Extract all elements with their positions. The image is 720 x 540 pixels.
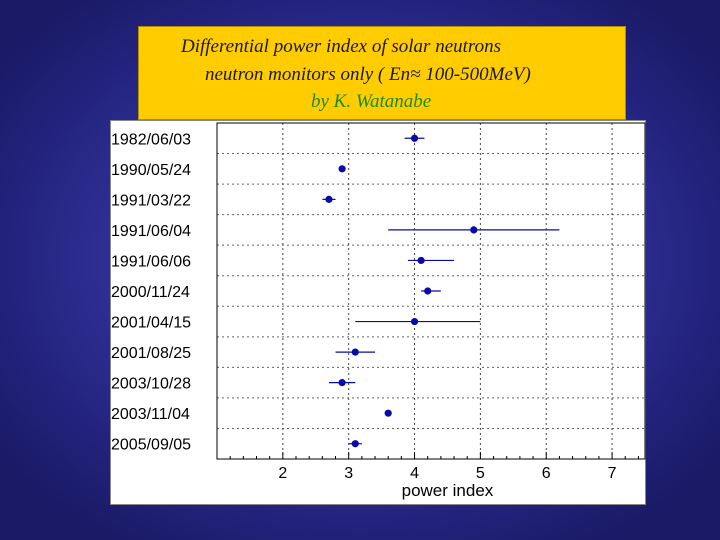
category-label-2000/11/24: 2000/11/24 bbox=[111, 284, 190, 301]
category-label-1991/03/22: 1991/03/22 bbox=[111, 192, 191, 209]
plot-frame bbox=[216, 122, 646, 460]
data-point-1982/06/03 bbox=[410, 134, 419, 142]
x-tick-label-4: 4 bbox=[410, 465, 419, 482]
data-point-1991/06/06 bbox=[417, 256, 425, 265]
title-line-1: Differential power index of solar neutro… bbox=[181, 36, 501, 57]
category-label-1982/06/03: 1982/06/03 bbox=[111, 131, 191, 148]
power-index-chart: 2 3 4 5 6 7 power index 1982/06/03 1990/05/24 199… bbox=[111, 122, 646, 500]
x-axis-title: power index bbox=[402, 481, 494, 500]
x-tick-label-5: 5 bbox=[476, 465, 485, 482]
category-label-2001/04/15: 2001/04/15 bbox=[111, 315, 191, 332]
category-label-1991/06/04: 1991/06/04 bbox=[111, 223, 191, 240]
data-point-2001/04/15 bbox=[410, 317, 419, 326]
data-point-2001/08/25 bbox=[351, 348, 359, 356]
x-tick-label-2: 2 bbox=[278, 465, 287, 482]
data-point-1991/06/04 bbox=[470, 226, 478, 234]
title-line-2: neutron monitors only ( En≈ 100-500MeV) bbox=[205, 64, 531, 85]
author-line: by K. Watanabe bbox=[311, 91, 432, 112]
data-point-2005/09/05 bbox=[351, 440, 359, 448]
category-label-2005/09/05: 2005/09/05 bbox=[111, 437, 191, 454]
category-label-1991/06/06: 1991/06/06 bbox=[111, 253, 191, 270]
category-label-2001/08/25: 2001/08/25 bbox=[111, 345, 191, 362]
data-point-1990/05/24 bbox=[338, 165, 346, 173]
x-tick-label-7: 7 bbox=[608, 465, 617, 482]
data-point-1991/03/22 bbox=[325, 195, 333, 203]
x-tick-label-6: 6 bbox=[542, 465, 551, 482]
category-label-2003/11/04: 2003/11/04 bbox=[111, 406, 190, 423]
category-label-2003/10/28: 2003/10/28 bbox=[111, 376, 191, 393]
chart-panel: 2 3 4 5 6 7 power index 1982/06/03 1990/05/24 199… bbox=[110, 120, 646, 505]
title-box: Differential power index of solar neutro… bbox=[138, 26, 626, 120]
x-tick-label-3: 3 bbox=[344, 465, 353, 482]
category-label-1990/05/24: 1990/05/24 bbox=[111, 162, 191, 179]
data-point-2003/11/04 bbox=[384, 409, 392, 417]
data-point-2000/11/24 bbox=[424, 287, 432, 295]
data-point-2003/10/28 bbox=[338, 379, 346, 387]
